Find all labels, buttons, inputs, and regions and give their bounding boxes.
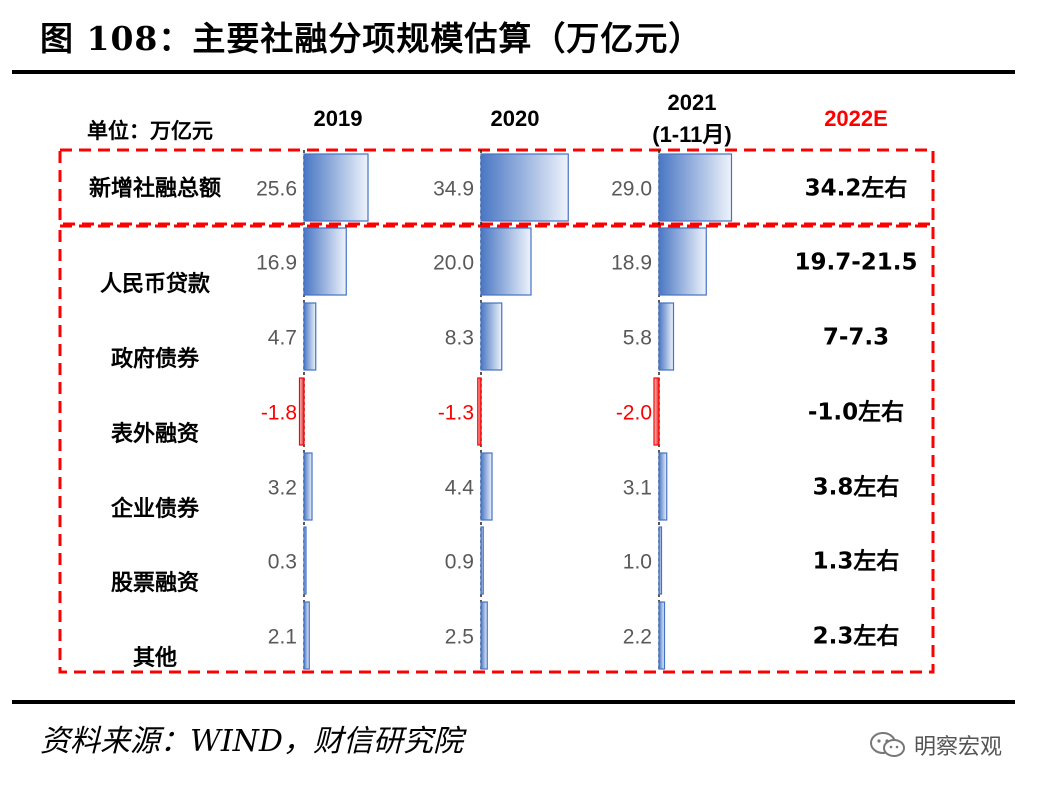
- bar-2019-6: [303, 601, 310, 670]
- value-label-2020-4: 4.4: [445, 477, 475, 500]
- estimate-label-2: 7-7.3: [823, 325, 889, 351]
- year-header-2020: 2020: [491, 106, 540, 131]
- wechat-icon: [870, 732, 905, 757]
- year-header-2021: 2021: [668, 90, 717, 115]
- bar-2021-6: [658, 601, 666, 670]
- value-label-2021-0: 29.0: [611, 178, 652, 201]
- category-label: 企业债券: [110, 496, 200, 522]
- value-label-2019-3: -1.8: [261, 402, 297, 425]
- bar-2021-4: [658, 452, 668, 521]
- value-label-2019-4: 3.2: [268, 477, 297, 500]
- value-label-2021-6: 2.2: [623, 626, 652, 649]
- bar-2020-0: [480, 153, 569, 222]
- estimate-label-0: 34.2左右: [805, 175, 908, 202]
- top-rule: [12, 70, 1015, 74]
- value-label-2020-5: 0.9: [445, 551, 474, 574]
- bar-2019-1: [303, 227, 347, 296]
- unit-label: 单位：万亿元: [87, 119, 213, 143]
- bar-2019-3: [298, 377, 305, 446]
- estimate-label-4: 3.8左右: [813, 474, 900, 501]
- value-label-2021-1: 18.9: [611, 252, 652, 275]
- bottom-rule: [12, 700, 1015, 704]
- value-label-2019-2: 4.7: [268, 327, 297, 350]
- bar-2021-1: [658, 227, 707, 296]
- chart: 单位：万亿元 2019 2020 2021 (1-11月) 2022E 新增社融总额 25.…: [58, 90, 935, 674]
- value-label-2019-0: 25.6: [256, 178, 297, 201]
- value-label-2020-6: 2.5: [445, 626, 474, 649]
- bar-2021-0: [658, 153, 733, 222]
- estimate-label-1: 19.7-21.5: [794, 250, 917, 276]
- year-subheader-2021: (1-11月): [652, 122, 731, 147]
- value-label-2021-5: 1.0: [623, 551, 652, 574]
- bar-2020-6: [480, 601, 488, 670]
- value-label-2020-0: 34.9: [433, 178, 474, 201]
- estimate-label-6: 2.3左右: [813, 623, 900, 650]
- category-label: 表外融资: [111, 421, 199, 447]
- bar-2019-2: [303, 302, 317, 371]
- bar-2020-4: [480, 452, 493, 521]
- bar-2020-3: [477, 377, 482, 446]
- estimate-label-5: 1.3左右: [813, 548, 900, 575]
- bar-2021-2: [658, 302, 675, 371]
- value-label-2021-3: -2.0: [616, 402, 652, 425]
- value-label-2021-2: 5.8: [623, 327, 652, 350]
- category-label: 新增社融总额: [89, 176, 221, 202]
- value-label-2020-3: -1.3: [438, 402, 474, 425]
- bar-2020-1: [480, 227, 532, 296]
- components-frame: [58, 224, 935, 674]
- bar-2020-2: [480, 302, 503, 371]
- source-note: 资料来源：WIND，财信研究院: [40, 724, 463, 759]
- category-label: 政府债券: [111, 346, 200, 372]
- value-label-2019-1: 16.9: [256, 252, 297, 275]
- bar-2019-4: [303, 452, 313, 521]
- figure-title: 图 108：主要社融分项规模估算（万亿元）: [40, 19, 703, 58]
- year-header-2019: 2019: [314, 106, 363, 131]
- category-label: 其他: [133, 646, 177, 671]
- value-label-2020-2: 8.3: [445, 327, 474, 350]
- estimate-label-3: -1.0左右: [808, 399, 904, 426]
- estimate-header: 2022E: [824, 106, 888, 131]
- value-label-2020-1: 20.0: [433, 252, 474, 275]
- category-label: 人民币贷款: [100, 271, 211, 297]
- value-label-2019-5: 0.3: [268, 551, 297, 574]
- bar-2021-5: [658, 526, 663, 595]
- bar-2021-3: [653, 377, 660, 446]
- value-label-2019-6: 2.1: [268, 626, 297, 649]
- category-label: 股票融资: [111, 571, 199, 596]
- bar-2019-0: [303, 153, 369, 222]
- watermark: 明察宏观: [868, 728, 1002, 762]
- bar-2020-5: [480, 526, 484, 595]
- bar-2019-5: [303, 526, 307, 595]
- value-label-2021-4: 3.1: [623, 477, 652, 500]
- watermark-text: 明察宏观: [914, 735, 1003, 760]
